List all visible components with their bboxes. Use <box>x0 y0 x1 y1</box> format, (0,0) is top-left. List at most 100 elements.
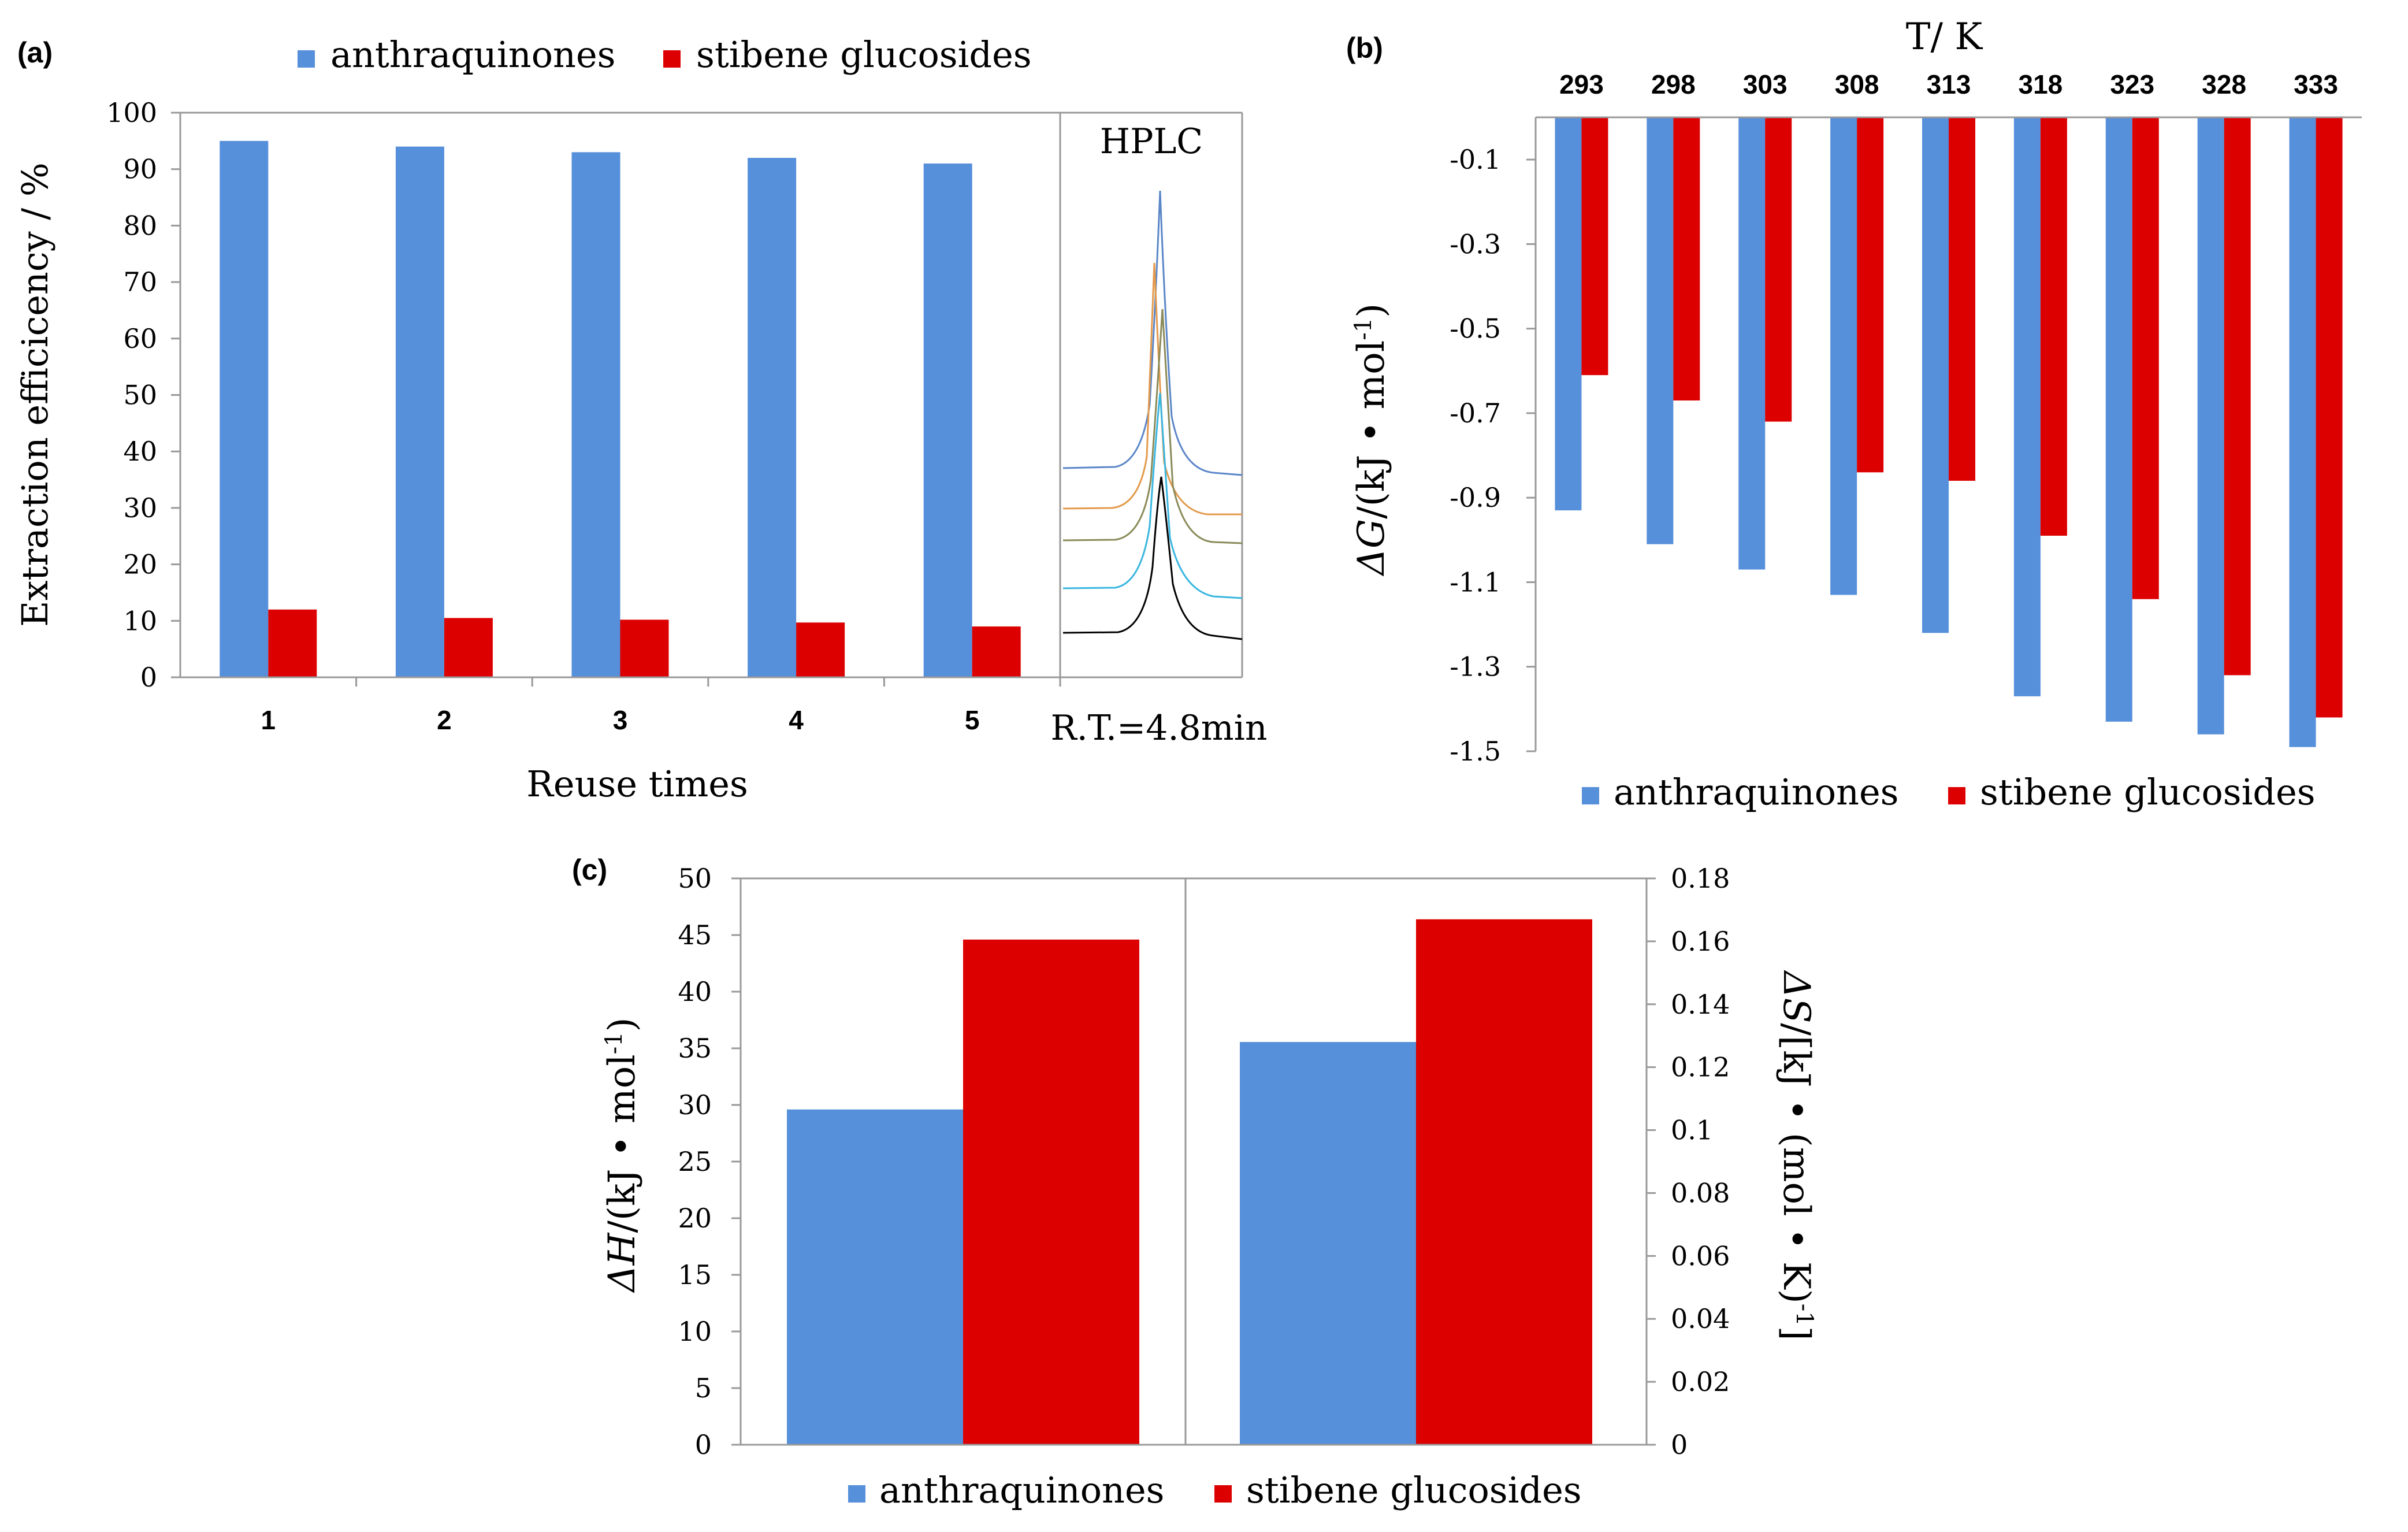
bar-anthraquinones-T-308 <box>1830 117 1857 595</box>
panel-a-x-tick-label: 2 <box>437 705 452 735</box>
panel-c-left-tick-label: 10 <box>678 1316 712 1347</box>
panel-b-y-label-end: ) <box>1350 303 1393 318</box>
legend-swatch-anthraquinones-b <box>1582 787 1599 804</box>
legend-swatch-anthraquinones-a <box>298 50 315 68</box>
panel-a-x-tick-label: 5 <box>965 705 980 735</box>
panel-a-y-tick-label: 60 <box>123 323 157 354</box>
bar-anthraquinones-reuse-2 <box>395 146 444 677</box>
legend-label-stibene-a: stibene glucosides <box>696 34 1032 76</box>
panel-c-right-label-main: ΔS <box>1775 969 1818 1023</box>
panel-b-x-tick-label: 298 <box>1651 69 1696 99</box>
panel-c-bars <box>787 919 1592 1445</box>
panel-c-right-ticks: 0 0.02 0.04 0.06 0.08 0.1 0.12 0.14 0.16 0.18 <box>1647 863 1730 1460</box>
panel-a-x-tick-label: 3 <box>613 705 628 735</box>
panel-c-left-tick-label: 0 <box>695 1429 712 1460</box>
panel-b-y-tick-label: -0.3 <box>1450 228 1501 259</box>
bar-anthraquinones-T-333 <box>2289 117 2316 747</box>
panel-a-y-tick-label: 80 <box>123 210 157 241</box>
panel-a-y-tick-label: 30 <box>123 492 157 524</box>
panel-c-legend: anthraquinones stibene glucosides <box>848 1469 1582 1511</box>
panel-b-y-label-unit: /(kJ • mol <box>1350 340 1393 519</box>
bar-anthraquinones-reuse-1 <box>220 140 269 678</box>
bar-stibene-reuse-5 <box>972 626 1021 677</box>
panel-a-legend: anthraquinones stibene glucosides <box>298 34 1032 76</box>
panel-a-y-tick-label: 50 <box>123 380 157 411</box>
panel-b-label: (b) <box>1346 32 1383 64</box>
bar-anthraquinones-T-318 <box>2013 117 2041 696</box>
hplc-inset: HPLC R.T.=4.8min <box>1051 121 1268 748</box>
panel-b-y-tick-label: -0.1 <box>1450 144 1501 175</box>
panel-c-label: (c) <box>572 854 607 886</box>
panel-a-x-ticks: 1 2 3 4 5 <box>261 677 1061 735</box>
panel-c-left-tick-label: 35 <box>678 1033 712 1064</box>
panel-c-left-ticks: 0 5 10 15 20 25 30 35 40 45 50 <box>678 863 741 1460</box>
panel-b-y-tick-label: -0.5 <box>1450 313 1501 344</box>
panel-b-y-label-main: ΔG <box>1350 519 1393 577</box>
panel-b-y-label: ΔG/(kJ • mol-1) <box>1350 303 1393 577</box>
panel-c-right-tick-label: 0.18 <box>1671 863 1730 894</box>
panel-c-right-tick-label: 0.12 <box>1671 1052 1730 1083</box>
legend-swatch-stibene-b <box>1948 787 1965 804</box>
panel-c-left-tick-label: 40 <box>678 976 712 1007</box>
bar-anthraquinones-T-313 <box>1922 117 1949 633</box>
panel-b-x-tick-label: 318 <box>2019 69 2063 99</box>
panel-b-x-tick-label: 323 <box>2110 69 2154 99</box>
panel-c-right-tick-label: 0.1 <box>1671 1115 1713 1146</box>
bar-anthraquinones-reuse-4 <box>748 158 797 677</box>
bar-anthraquinones-deltaS <box>1240 1042 1416 1445</box>
panel-a-y-tick-label: 90 <box>123 154 157 185</box>
bar-stibene-T-313 <box>1949 117 1975 481</box>
panel-c-right-tick-label: 0 <box>1671 1429 1688 1460</box>
panel-c-left-label-end: ) <box>601 1017 644 1032</box>
panel-a-chart: (a) anthraquinones stibene glucosides 0 1… <box>14 34 1267 805</box>
bar-stibene-reuse-3 <box>620 620 669 677</box>
hplc-trace-3 <box>1062 309 1243 544</box>
panel-b-x-ticks: 293 298 303 308 313 318 323 328 333 <box>1559 69 2338 99</box>
bar-anthraquinones-T-303 <box>1738 117 1766 570</box>
legend-label-anthraquinones-c: anthraquinones <box>879 1469 1165 1511</box>
bar-stibene-reuse-4 <box>796 622 845 677</box>
panel-b-y-tick-label: -1.3 <box>1450 651 1501 682</box>
panel-a-y-tick-label: 10 <box>123 605 157 636</box>
bar-stibene-deltaH <box>963 939 1139 1445</box>
bar-stibene-T-298 <box>1673 117 1700 400</box>
panel-c-right-tick-label: 0.06 <box>1671 1240 1730 1271</box>
bar-anthraquinones-T-293 <box>1555 117 1582 511</box>
bar-stibene-T-308 <box>1857 117 1884 473</box>
panel-a-x-tick-label: 4 <box>789 705 804 735</box>
panel-b-x-tick-label: 303 <box>1743 69 1788 99</box>
panel-c-left-tick-label: 15 <box>678 1259 712 1290</box>
bar-anthraquinones-reuse-5 <box>923 163 972 677</box>
panel-a-y-label: Extraction efficicency / % <box>14 162 56 627</box>
legend-label-anthraquinones-b: anthraquinones <box>1614 771 1899 813</box>
hplc-trace-5 <box>1062 476 1243 640</box>
panel-c-left-tick-label: 50 <box>678 863 712 894</box>
panel-b-y-tick-label: -1.5 <box>1450 736 1501 767</box>
panel-c-right-tick-label: 0.16 <box>1671 926 1730 957</box>
panel-b-x-tick-label: 313 <box>1927 69 1971 99</box>
panel-b-y-tick-label: -1.1 <box>1450 566 1501 598</box>
hplc-title: HPLC <box>1100 121 1203 162</box>
panel-c-left-label-unit: /(kJ • mol <box>601 1054 644 1233</box>
panel-c-left-label-sup: -1 <box>601 1032 627 1054</box>
panel-c-left-tick-label: 45 <box>678 919 712 951</box>
bar-stibene-T-333 <box>2316 117 2343 718</box>
legend-swatch-anthraquinones-c <box>848 1485 865 1503</box>
bar-anthraquinones-reuse-3 <box>571 152 620 677</box>
panel-c-left-label-main: ΔH <box>601 1232 644 1293</box>
bar-anthraquinones-deltaH <box>787 1109 963 1445</box>
panel-c-left-label: ΔH/(kJ • mol-1) <box>601 1017 644 1293</box>
panel-c-left-tick-label: 20 <box>678 1203 712 1234</box>
bar-stibene-T-328 <box>2224 117 2251 676</box>
bar-anthraquinones-T-323 <box>2105 117 2132 722</box>
legend-label-stibene-b: stibene glucosides <box>1980 771 2316 813</box>
panel-c-left-tick-label: 5 <box>695 1373 712 1404</box>
legend-swatch-stibene-c <box>1214 1485 1232 1503</box>
panel-a-y-tick-label: 70 <box>123 266 157 298</box>
panel-b-y-label-sup: -1 <box>1350 318 1377 340</box>
panel-b-bars <box>1555 117 2343 747</box>
panel-c-right-label-end: ] <box>1775 1326 1818 1341</box>
panel-a-bars <box>220 140 1021 678</box>
hplc-trace-2 <box>1062 262 1242 515</box>
